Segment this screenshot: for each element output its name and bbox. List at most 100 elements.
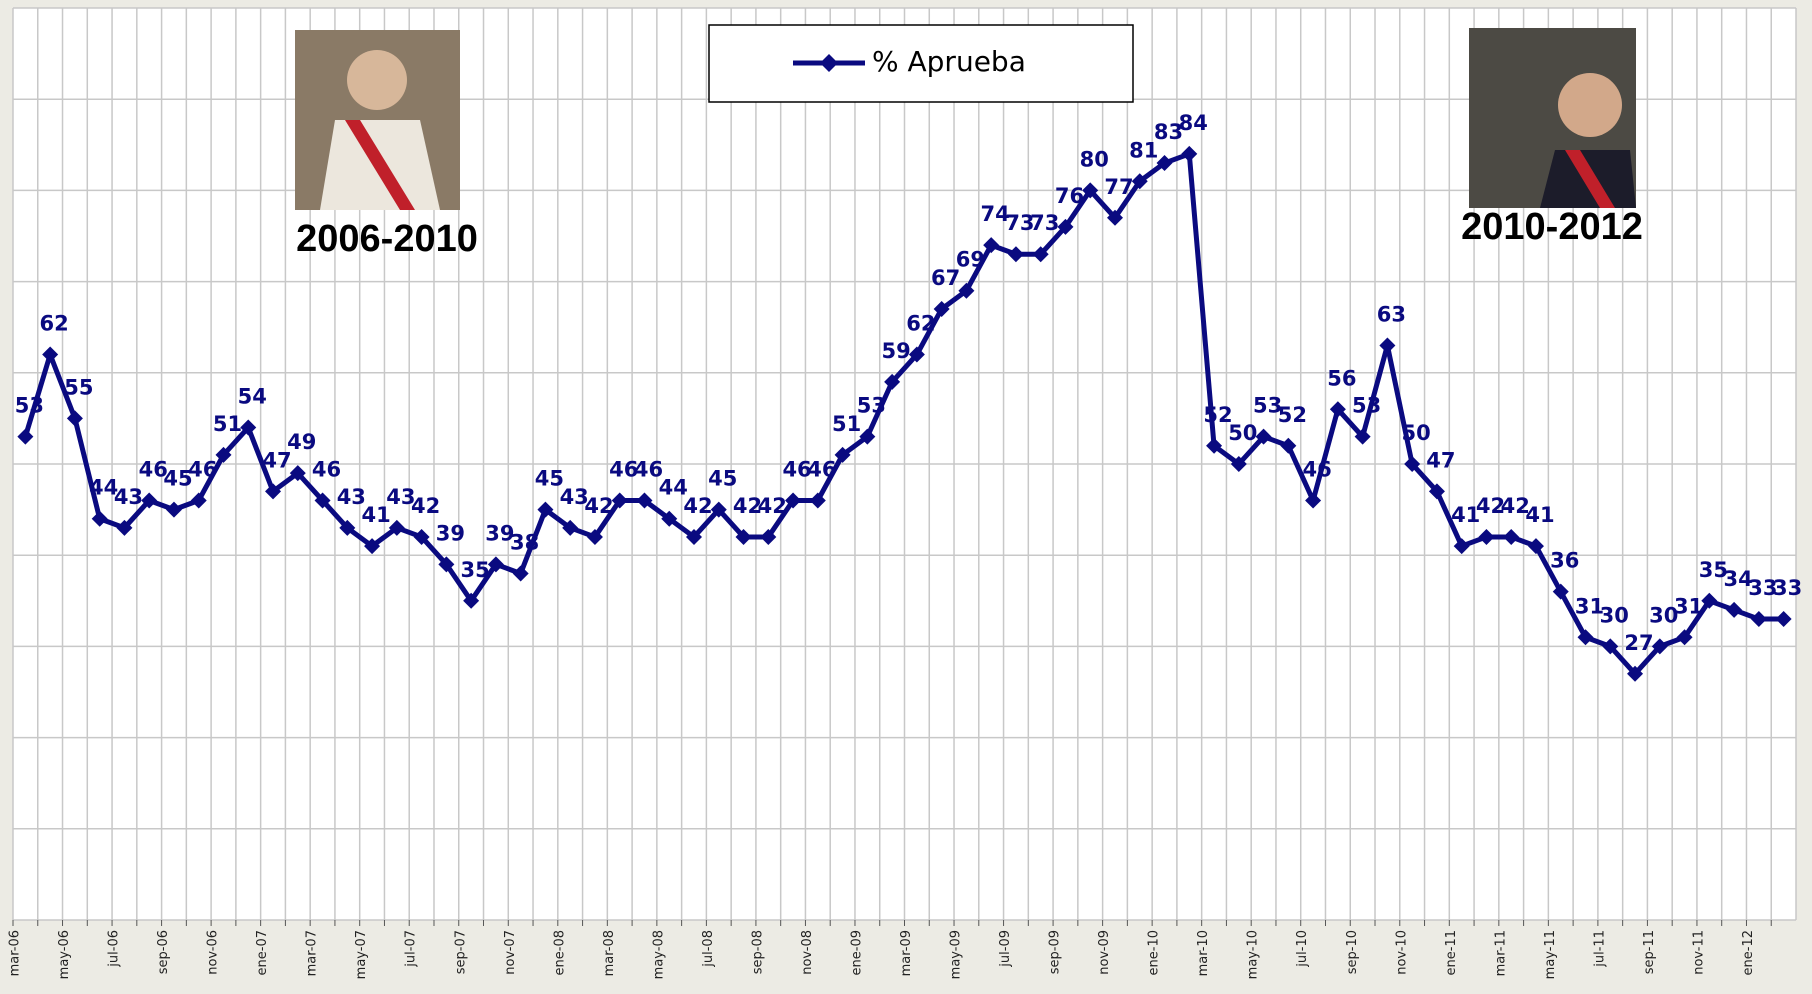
marker: [512, 565, 529, 582]
data-label: 27: [1624, 631, 1653, 655]
data-label: 76: [1055, 184, 1084, 208]
x-tick-label: may-08: [651, 930, 666, 979]
marker: [265, 483, 282, 500]
marker: [388, 519, 405, 536]
x-tick-label: mar-09: [899, 930, 914, 976]
x-tick-label: may-11: [1543, 930, 1558, 979]
marker: [190, 492, 207, 509]
data-label: 42: [1476, 494, 1505, 518]
data-label: 51: [213, 412, 242, 436]
data-label: 77: [1104, 175, 1133, 199]
data-label: 73: [1030, 211, 1059, 235]
marker: [1007, 246, 1024, 263]
data-label: 53: [1352, 394, 1381, 418]
legend-box: [708, 24, 1134, 103]
photo-sash: [345, 120, 415, 210]
data-label: 42: [1501, 494, 1530, 518]
photo-sash: [1565, 150, 1615, 208]
marker: [933, 300, 950, 317]
legend-marker: [820, 54, 838, 72]
data-label: 67: [931, 266, 960, 290]
x-tick-label: sep-08: [750, 930, 765, 974]
x-tick-label: jul-08: [701, 930, 716, 968]
marker: [884, 373, 901, 390]
marker: [116, 519, 133, 536]
data-label: 59: [882, 339, 911, 363]
x-tick-label: nov-10: [1394, 930, 1409, 975]
marker: [1354, 428, 1371, 445]
data-label: 52: [1278, 403, 1307, 427]
marker: [1057, 218, 1074, 235]
data-label: 42: [584, 494, 613, 518]
marker: [438, 556, 455, 573]
data-label: 46: [807, 457, 836, 481]
data-label: 46: [609, 457, 638, 481]
x-tick-label: nov-08: [800, 930, 815, 975]
data-label: 45: [708, 467, 737, 491]
data-label: 53: [857, 394, 886, 418]
marker: [289, 465, 306, 482]
data-label: 54: [238, 385, 267, 409]
annotation: 2010-2012: [1461, 206, 1643, 248]
marker: [1726, 601, 1743, 618]
photos: [295, 28, 1636, 210]
marker: [1082, 182, 1099, 199]
marker: [562, 519, 579, 536]
marker: [1527, 538, 1544, 555]
legend-label: % Aprueba: [872, 45, 1026, 78]
marker: [1329, 401, 1346, 418]
data-label: 51: [832, 412, 861, 436]
data-label: 81: [1129, 138, 1158, 162]
marker: [537, 501, 554, 518]
marker: [1750, 611, 1767, 628]
marker: [809, 492, 826, 509]
data-label: 69: [956, 248, 985, 272]
x-tick-label: mar-07: [305, 930, 320, 976]
data-label: 55: [64, 375, 93, 399]
marker: [364, 538, 381, 555]
marker: [1676, 629, 1693, 646]
marker: [66, 410, 83, 427]
x-tick-label: sep-07: [453, 930, 468, 974]
marker: [908, 346, 925, 363]
data-label: 46: [1302, 457, 1331, 481]
marker: [1131, 173, 1148, 190]
marker: [1404, 456, 1421, 472]
marker: [1206, 437, 1223, 454]
data-label: 49: [287, 430, 316, 454]
marker: [1181, 145, 1198, 162]
x-tick-label: ene-08: [552, 930, 567, 975]
x-tick-label: ene-07: [255, 930, 270, 975]
marker: [1280, 437, 1297, 454]
marker: [240, 419, 257, 436]
marker: [1602, 638, 1619, 655]
marker: [1106, 209, 1123, 226]
x-tick-label: may-07: [354, 930, 369, 979]
marker: [983, 237, 1000, 254]
photo-face: [347, 50, 407, 110]
data-label: 84: [1179, 111, 1208, 135]
marker: [91, 510, 108, 527]
series: 5362554443464546515447494643414342393539…: [15, 111, 1802, 682]
data-label: 50: [1228, 421, 1257, 445]
data-label: 46: [634, 457, 663, 481]
marker: [463, 592, 480, 609]
marker: [42, 346, 59, 363]
data-label: 47: [1426, 448, 1455, 472]
data-label: 35: [1699, 558, 1728, 582]
data-label: 43: [560, 485, 589, 509]
x-tick-label: may-06: [57, 930, 72, 979]
x-tick-label: jul-07: [404, 930, 419, 968]
data-label: 43: [386, 485, 415, 509]
data-label: 62: [906, 312, 935, 336]
data-label: 43: [114, 485, 143, 509]
x-tick-label: jul-10: [1295, 930, 1310, 968]
data-label: 42: [411, 494, 440, 518]
marker: [1428, 483, 1445, 500]
data-label: 56: [1327, 366, 1356, 390]
x-tick-label: nov-07: [503, 930, 518, 975]
marker: [1651, 638, 1668, 655]
x-tick-label: nov-06: [206, 930, 221, 975]
marker: [1478, 528, 1495, 545]
marker: [859, 428, 876, 445]
